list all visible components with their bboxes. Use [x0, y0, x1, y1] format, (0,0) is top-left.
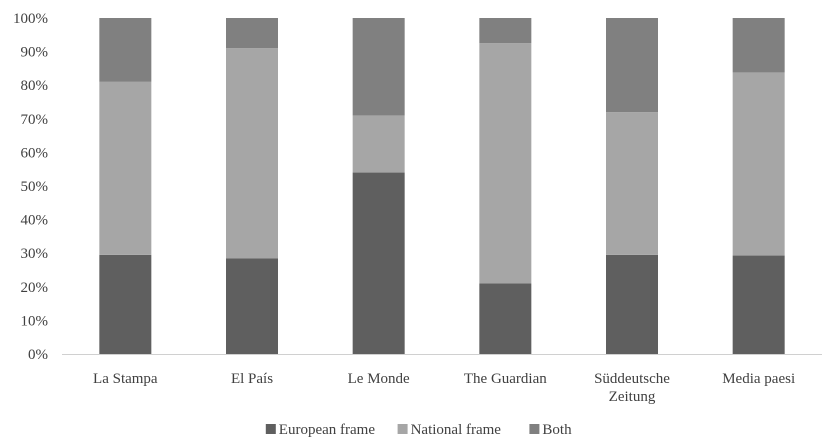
bar-segment	[352, 172, 405, 354]
bar-segment	[732, 18, 785, 73]
y-tick-label: 0%	[28, 347, 48, 363]
legend-swatch	[265, 424, 276, 434]
y-tick-label: 60%	[21, 145, 49, 161]
bar-segment	[352, 115, 405, 173]
x-tick-label: The Guardian	[464, 371, 547, 387]
bar-segment	[226, 18, 278, 49]
bar-segment	[606, 18, 658, 113]
x-tick-label: Süddeutsche Zeitung	[594, 371, 670, 405]
bar-segment	[732, 255, 785, 354]
y-tick-label: 70%	[21, 112, 49, 128]
bar-segment	[99, 18, 152, 82]
bar-stack	[352, 18, 405, 354]
x-tick-label-line: La Stampa	[93, 371, 158, 387]
bar-segment	[732, 72, 785, 256]
bar-segment	[99, 254, 152, 354]
bar-segment	[479, 18, 532, 44]
legend-item: National frame	[397, 422, 502, 438]
bar-stack	[99, 18, 152, 354]
x-tick-label-line: Zeitung	[609, 389, 656, 405]
x-tick-label-line: El País	[231, 371, 273, 387]
bar-segment	[352, 18, 405, 116]
y-tick-label: 80%	[21, 78, 49, 94]
bar-segment	[606, 254, 658, 354]
legend-swatch	[397, 424, 408, 434]
y-tick-label: 90%	[21, 45, 49, 61]
bar-segment	[479, 43, 532, 284]
y-axis: 0% 10% 20% 30% 40% 50% 60% 70% 80% 90% 100%	[13, 11, 48, 363]
x-tick-label: El País	[231, 371, 273, 387]
x-tick-label-line: Le Monde	[348, 371, 410, 387]
y-tick-label: 30%	[21, 246, 49, 262]
x-tick-label-line: Süddeutsche	[594, 371, 670, 387]
y-tick-label: 10%	[21, 313, 49, 329]
y-tick-label: 100%	[13, 11, 48, 27]
x-tick-label: Media paesi	[722, 371, 795, 387]
legend-label: Both	[542, 422, 572, 438]
x-tick-label: Le Monde	[348, 371, 410, 387]
bar-segment	[99, 81, 152, 255]
bar-stack	[606, 18, 658, 354]
x-tick-label-line: The Guardian	[464, 371, 547, 387]
bar-segment	[226, 48, 278, 259]
bar-stack	[226, 18, 278, 354]
x-tick-label-line: Media paesi	[722, 371, 795, 387]
x-tick-label: La Stampa	[93, 371, 158, 387]
legend-label: National frame	[411, 422, 502, 438]
bar-stack	[732, 18, 785, 354]
legend-item: Both	[529, 422, 572, 438]
bar-segment	[606, 112, 658, 255]
x-axis: La Stampa El País Le Monde The Guardian Südd…	[62, 354, 822, 405]
legend-item: European frame	[265, 422, 376, 438]
bar-stack	[479, 18, 532, 354]
bar-plot-area	[99, 18, 785, 354]
legend-label: European frame	[279, 422, 376, 438]
legend-swatch	[529, 424, 540, 434]
bar-segment	[226, 258, 278, 354]
y-tick-label: 50%	[21, 179, 49, 195]
bar-segment	[479, 283, 532, 354]
y-tick-label: 40%	[21, 213, 49, 229]
legend: European frame National frame Both	[265, 422, 572, 438]
y-tick-label: 20%	[21, 280, 49, 296]
